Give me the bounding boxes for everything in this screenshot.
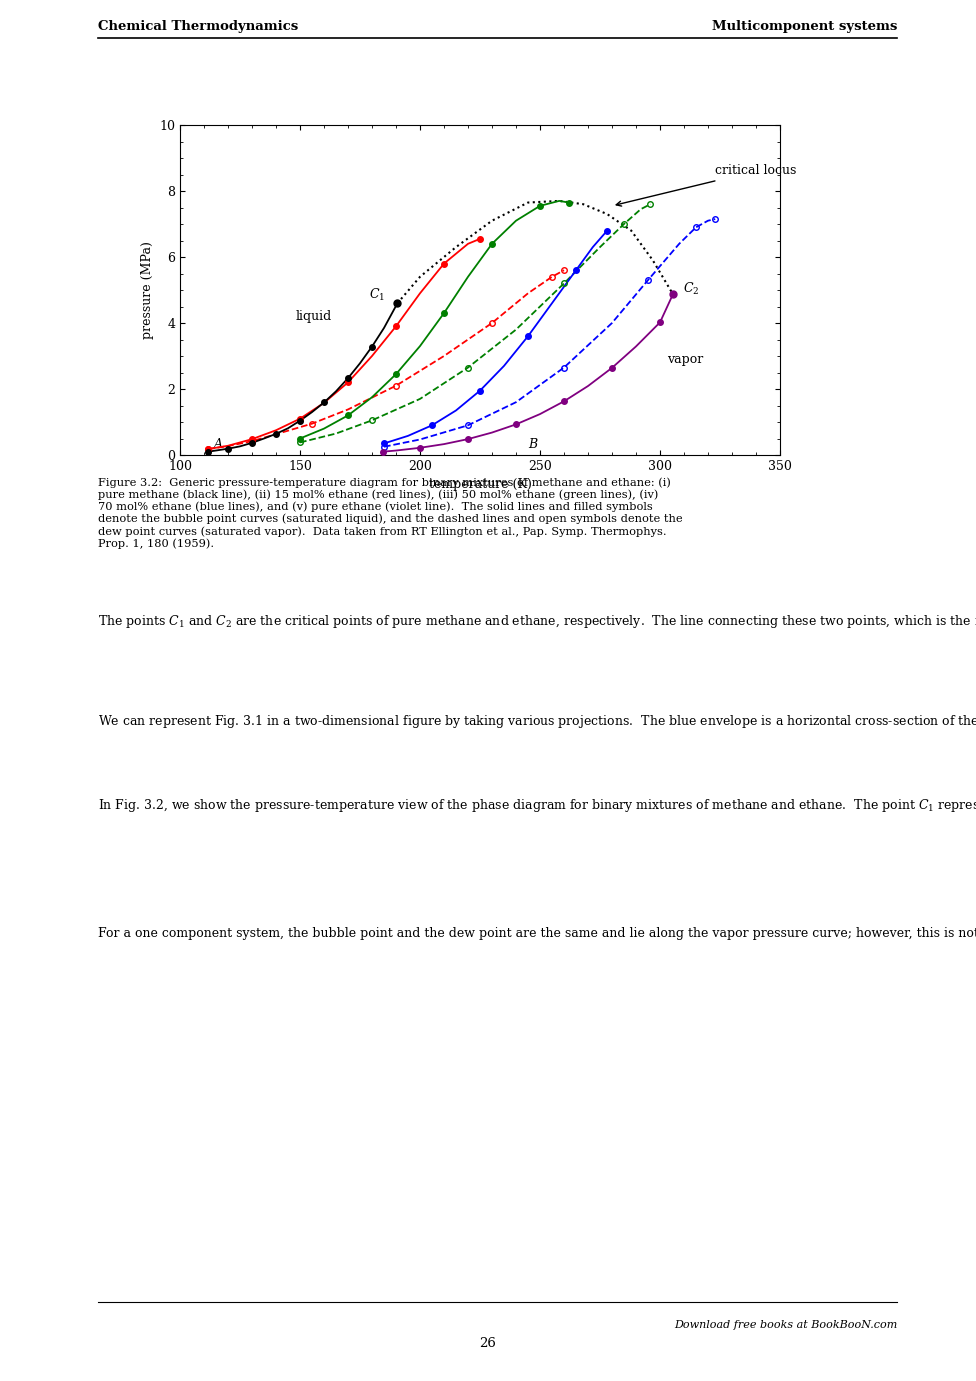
Y-axis label: pressure (MPa): pressure (MPa) <box>141 242 153 338</box>
Text: $C_2$: $C_2$ <box>682 280 699 297</box>
Text: 26: 26 <box>479 1337 497 1351</box>
Text: $A$: $A$ <box>213 436 224 450</box>
Text: $C_1$: $C_1$ <box>369 287 385 304</box>
Text: critical locus: critical locus <box>616 164 796 206</box>
Text: $B$: $B$ <box>528 436 539 450</box>
Text: We can represent Fig. 3.1 in a two-dimensional figure by taking various projecti: We can represent Fig. 3.1 in a two-dimen… <box>98 713 976 729</box>
Text: Chemical Thermodynamics: Chemical Thermodynamics <box>98 19 299 33</box>
Text: Download free books at BookBooN.com: Download free books at BookBooN.com <box>673 1320 897 1330</box>
Text: In Fig. 3.2, we show the pressure-temperature view of the phase diagram for bina: In Fig. 3.2, we show the pressure-temper… <box>98 797 976 813</box>
Text: vapor: vapor <box>668 352 704 366</box>
Text: Figure 3.2:  Generic pressure-temperature diagram for binary mixtures of methane: Figure 3.2: Generic pressure-temperature… <box>98 476 682 548</box>
Text: liquid: liquid <box>295 309 332 323</box>
Text: Multicomponent systems: Multicomponent systems <box>712 19 897 33</box>
Text: The points $C_1$ and $C_2$ are the critical points of pure methane and ethane, r: The points $C_1$ and $C_2$ are the criti… <box>98 613 976 630</box>
Text: For a one component system, the bubble point and the dew point are the same and : For a one component system, the bubble p… <box>98 927 976 940</box>
X-axis label: temperature (K): temperature (K) <box>428 478 532 492</box>
